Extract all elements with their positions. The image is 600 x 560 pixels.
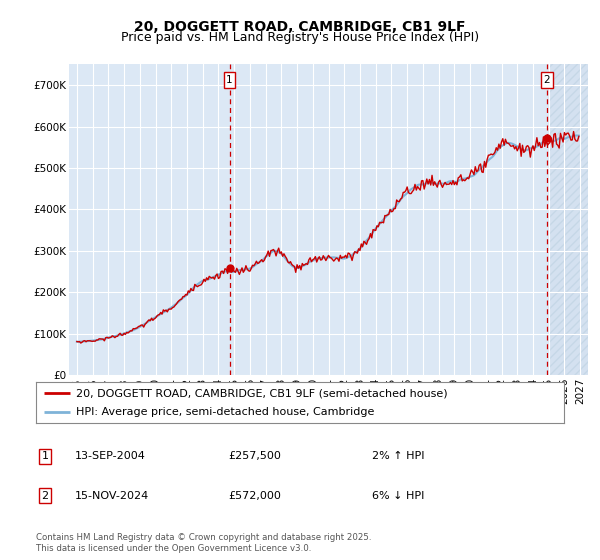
Text: 20, DOGGETT ROAD, CAMBRIDGE, CB1 9LF (semi-detached house): 20, DOGGETT ROAD, CAMBRIDGE, CB1 9LF (se… [76,389,447,398]
Text: 13-SEP-2004: 13-SEP-2004 [75,451,146,461]
Text: £572,000: £572,000 [228,491,281,501]
Text: 2: 2 [41,491,49,501]
Text: 20, DOGGETT ROAD, CAMBRIDGE, CB1 9LF: 20, DOGGETT ROAD, CAMBRIDGE, CB1 9LF [134,20,466,34]
Text: 1: 1 [41,451,49,461]
Text: 2% ↑ HPI: 2% ↑ HPI [372,451,425,461]
Text: 6% ↓ HPI: 6% ↓ HPI [372,491,424,501]
Text: HPI: Average price, semi-detached house, Cambridge: HPI: Average price, semi-detached house,… [76,407,374,417]
Text: 1: 1 [226,75,233,85]
Text: 2: 2 [544,75,550,85]
Text: Contains HM Land Registry data © Crown copyright and database right 2025.
This d: Contains HM Land Registry data © Crown c… [36,533,371,553]
Text: £257,500: £257,500 [228,451,281,461]
Bar [548,64,588,375]
Text: 15-NOV-2024: 15-NOV-2024 [75,491,149,501]
Text: Price paid vs. HM Land Registry's House Price Index (HPI): Price paid vs. HM Land Registry's House … [121,31,479,44]
